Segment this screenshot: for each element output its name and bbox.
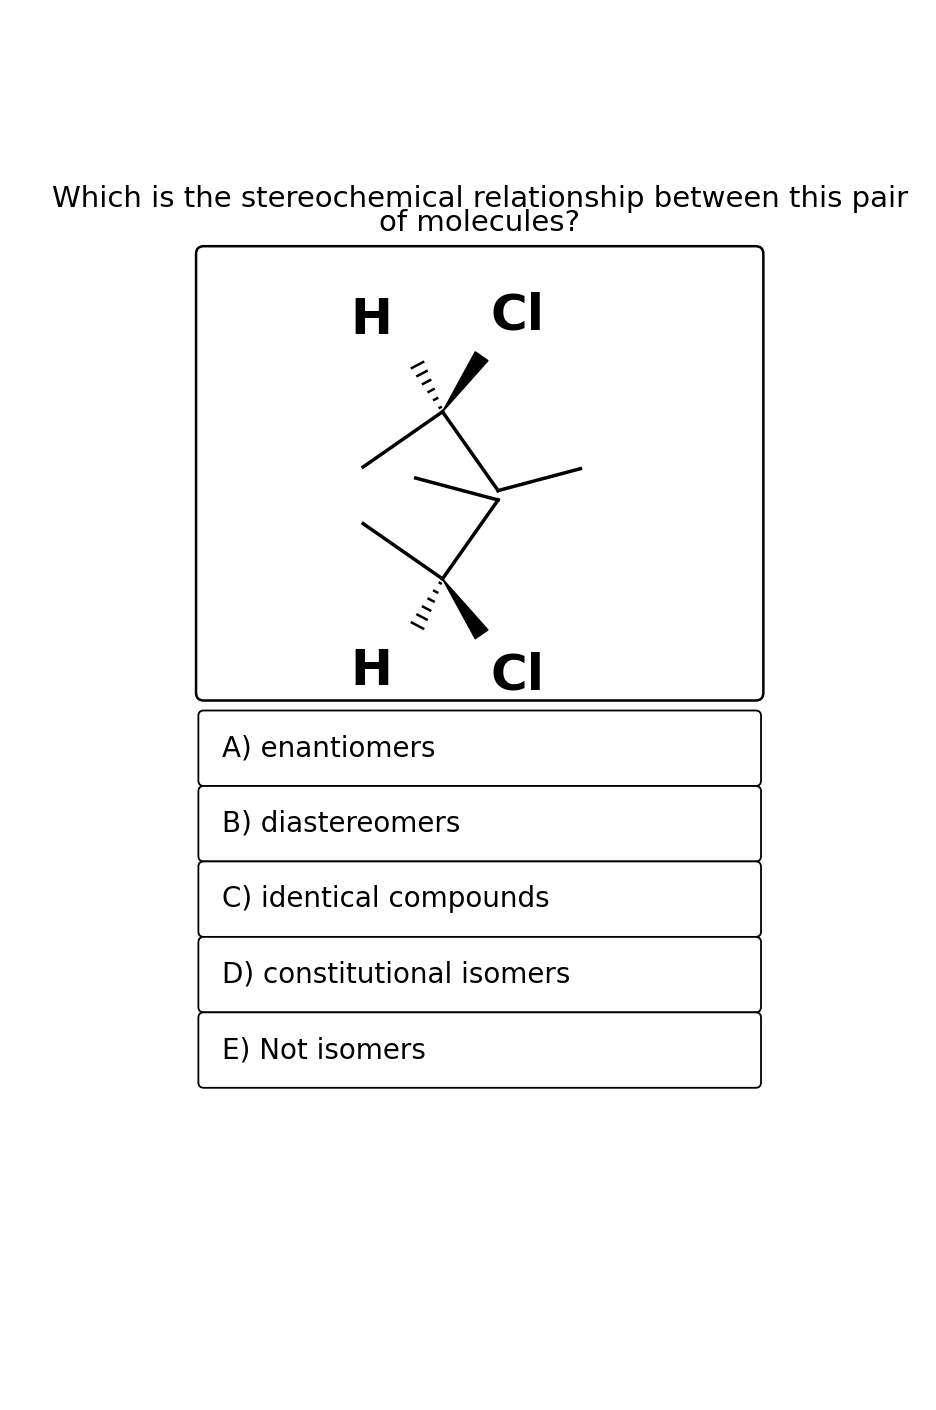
Polygon shape <box>443 580 488 639</box>
Text: Cl: Cl <box>490 292 545 340</box>
FancyBboxPatch shape <box>198 711 761 785</box>
Text: of molecules?: of molecules? <box>379 209 580 237</box>
FancyBboxPatch shape <box>198 936 761 1012</box>
Text: C) identical compounds: C) identical compounds <box>223 885 550 914</box>
Text: H: H <box>350 647 392 695</box>
Text: E) Not isomers: E) Not isomers <box>223 1036 426 1065</box>
Text: Cl: Cl <box>490 651 545 699</box>
FancyBboxPatch shape <box>196 247 764 701</box>
Text: D) constitutional isomers: D) constitutional isomers <box>223 960 571 988</box>
FancyBboxPatch shape <box>198 785 761 862</box>
FancyBboxPatch shape <box>198 1012 761 1087</box>
Text: A) enantiomers: A) enantiomers <box>223 735 436 763</box>
FancyBboxPatch shape <box>198 862 761 936</box>
Text: Which is the stereochemical relationship between this pair: Which is the stereochemical relationship… <box>51 185 908 213</box>
Text: H: H <box>350 296 392 344</box>
Text: B) diastereomers: B) diastereomers <box>223 809 461 838</box>
Polygon shape <box>443 352 488 412</box>
